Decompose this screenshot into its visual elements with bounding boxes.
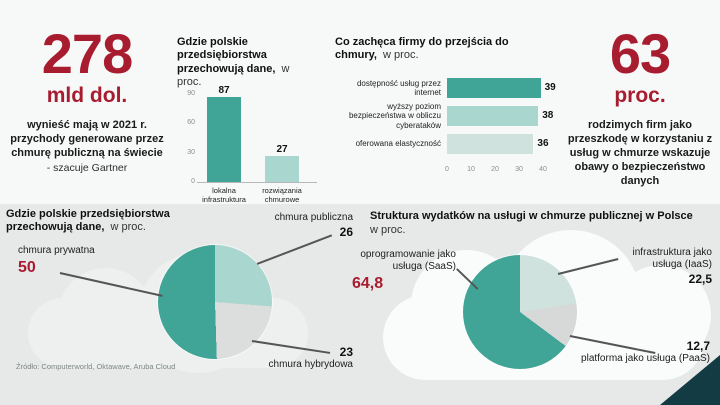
bar-value-label: 38 — [542, 110, 554, 121]
stat-278-block: 278 mld dol. wynieść mają w 2021 r. przy… — [8, 22, 166, 175]
slice-value: 12,7 — [686, 339, 710, 353]
bar-value-label: 39 — [544, 82, 556, 93]
pie-label-saas: oprogramowanie jako usługa (SaaS) 64,8 — [352, 249, 456, 293]
hbar-category-label: oferowana elastyczność — [355, 139, 441, 149]
spending-pie-title-suffix: w proc. — [370, 224, 406, 237]
storage-bar-plot: 90 60 30 0 87 lokalna infrastruktura 27 rozwiąz… — [177, 82, 317, 210]
source-note: Źródło: Computerworld, Oktawave, Aruba C… — [16, 362, 176, 371]
slice-label: chmura publiczna — [274, 212, 353, 223]
motivation-bar-title-text: Co zachęca firmy do przejścia do chmury, — [335, 36, 509, 62]
y-axis-tick: 90 — [187, 90, 195, 97]
top-band — [0, 0, 720, 204]
stat-63-description: rodzimych firm jako przeszkodę w korzyst… — [567, 119, 713, 188]
slice-value: 26 — [339, 225, 353, 239]
x-axis-tick: 20 — [491, 166, 499, 173]
bar-value-label: 27 — [276, 143, 288, 155]
stat-278-attribution: - szacuje Gartner — [46, 162, 128, 175]
spending-pie-title: Struktura wydatków na usługi w chmurze p… — [370, 210, 715, 238]
storage-pie-title: Gdzie polskie przedsiębiorstwa przechowu… — [6, 208, 211, 235]
storage-bar-title: Gdzie polskie przedsiębiorstwa przechowu… — [177, 36, 315, 90]
x-axis-tick: 30 — [515, 166, 523, 173]
bar-2 — [447, 134, 534, 154]
x-axis-tick: 0 — [445, 166, 449, 173]
y-axis-tick: 60 — [187, 119, 195, 127]
slice-value: 23 — [339, 345, 353, 359]
slice-label: chmura hybrydowa — [268, 359, 353, 371]
motivation-bar-title-suffix: w proc. — [383, 49, 419, 62]
hbar-category-label: wyższy poziom bezpieczeństwa w obliczu c… — [348, 102, 441, 130]
pie-label-paas: 12,7 platforma jako usługa (PaaS) — [562, 338, 710, 365]
y-axis-tick: 30 — [187, 148, 195, 156]
storage-pie-chart — [158, 245, 272, 359]
x-axis-line — [197, 182, 317, 183]
stat-63-unit: proc. — [614, 84, 666, 107]
bar-lokalna-infrastruktura — [207, 96, 241, 182]
hbar-category-label: dostępność usług przez internet — [356, 78, 441, 97]
slice-label: oprogramowanie jako usługa (SaaS) — [360, 249, 456, 272]
x-axis-tick: 10 — [467, 166, 475, 173]
bar-0 — [447, 78, 541, 98]
slice-value: 64,8 — [352, 275, 384, 292]
slice-label: platforma jako usługa (PaaS) — [581, 353, 710, 365]
bar-category-label: lokalna infrastruktura — [202, 186, 246, 204]
slice-value: 22,5 — [688, 272, 712, 286]
slice-label: infrastruktura jako usługa (IaaS) — [632, 247, 712, 270]
pie-label-chmura-prywatna: chmura prywatna 50 — [18, 245, 118, 277]
storage-pie-title-text: Gdzie polskie przedsiębiorstwa przechowu… — [6, 208, 170, 234]
bar-value-label: 36 — [537, 138, 549, 149]
storage-pie-title-suffix: w proc. — [110, 221, 146, 234]
pie-label-chmura-hybrydowa: 23 chmura hybrydowa — [250, 344, 353, 371]
motivation-bar-plot: dostępność usług przez internet 39 wyższy … — [335, 78, 565, 178]
storage-bar-title-text: Gdzie polskie przedsiębiorstwa przechowu… — [177, 36, 276, 75]
stat-278-value: 278 — [41, 22, 133, 85]
bar-category-label: rozwiązania chmurowe — [262, 186, 302, 204]
stat-63-block: 63 proc. rodzimych firm jako przeszkodę … — [565, 26, 715, 188]
y-axis-tick: 0 — [191, 178, 195, 185]
stat-278-unit: mld dol. — [46, 84, 128, 107]
stat-278-description: wynieść mają w 2021 r. przychody generow… — [10, 119, 164, 160]
slice-label: chmura prywatna — [18, 245, 95, 256]
bar-1 — [447, 106, 539, 126]
storage-bar-title-suffix: w proc. — [177, 62, 290, 89]
pie-label-iaas: infrastruktura jako usługa (IaaS) 22,5 — [618, 247, 712, 286]
stat-63-value: 63 — [609, 22, 671, 85]
spending-pie-title-text: Struktura wydatków na usługi w chmurze p… — [370, 210, 693, 222]
x-axis-tick: 40 — [539, 166, 547, 173]
bar-rozwiązania-chmurowe — [265, 155, 299, 182]
pie-label-chmura-publiczna: chmura publiczna 26 — [253, 212, 353, 239]
motivation-bar-title: Co zachęca firmy do przejścia do chmury,… — [335, 36, 510, 63]
bar-value-label: 87 — [218, 84, 230, 96]
slice-value: 50 — [18, 259, 36, 276]
